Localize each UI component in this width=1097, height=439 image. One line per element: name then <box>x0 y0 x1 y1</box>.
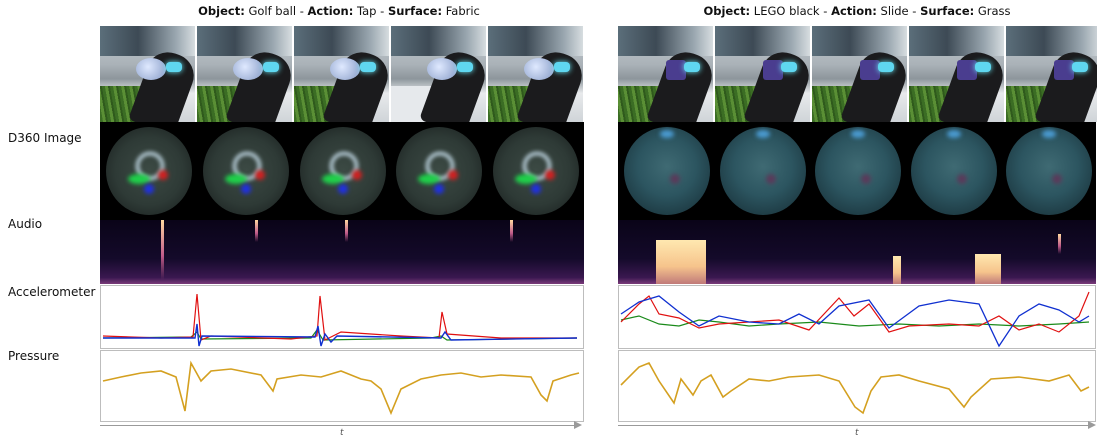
left-time-axis-label: t <box>340 428 344 438</box>
right-photo-5 <box>1006 26 1097 122</box>
left-pressure-plot <box>100 350 584 422</box>
left-action-value: Tap - <box>353 4 388 18</box>
left-pressure-series <box>102 360 580 416</box>
left-surface-key: Surface: <box>387 4 443 18</box>
left-tactile-3 <box>294 122 391 220</box>
left-action-key: Action: <box>307 4 354 18</box>
right-photo-strip <box>618 26 1097 122</box>
left-photo-1 <box>100 26 195 122</box>
left-time-axis <box>100 425 574 426</box>
left-object-key: Object: <box>198 4 245 18</box>
left-tactile-4 <box>390 122 487 220</box>
left-audio-spectrogram <box>100 220 584 284</box>
left-acc-blue-series <box>103 323 578 347</box>
right-audio-spectrogram <box>618 220 1096 284</box>
left-time-axis-arrow <box>574 421 582 429</box>
right-acc-blue-series <box>620 295 1090 348</box>
right-acc-red-series <box>620 291 1090 333</box>
left-accelerometer-plot <box>100 285 584 349</box>
left-object-value: Golf ball - <box>244 4 308 18</box>
left-pressure-svg <box>102 360 580 416</box>
left-photo-5 <box>488 26 583 122</box>
right-accelerometer-plot <box>618 285 1096 349</box>
left-photo-4 <box>391 26 486 122</box>
right-action-value: Slide - <box>876 4 921 18</box>
right-object-value: LEGO black - <box>750 4 832 18</box>
right-pressure-plot <box>618 350 1096 422</box>
right-tactile-4 <box>905 122 1001 220</box>
right-time-axis-arrow <box>1088 421 1096 429</box>
row-label-d360: D360 Image <box>8 131 82 145</box>
left-surface-value: Fabric <box>442 4 480 18</box>
left-accelerometer-svg <box>102 293 578 347</box>
left-photo-strip <box>100 26 583 122</box>
right-tactile-strip <box>618 122 1096 220</box>
right-surface-value: Grass <box>974 4 1011 18</box>
right-photo-3 <box>812 26 907 122</box>
right-photo-4 <box>909 26 1004 122</box>
right-pressure-series <box>620 361 1090 415</box>
right-time-axis <box>618 425 1088 426</box>
right-tactile-5 <box>1000 122 1096 220</box>
row-label-accelerometer: Accelerometer <box>8 285 96 299</box>
right-object-key: Object: <box>703 4 751 18</box>
right-time-axis-label: t <box>855 428 859 438</box>
right-tactile-1 <box>618 122 714 220</box>
left-photo-2 <box>197 26 292 122</box>
right-photo-1 <box>618 26 713 122</box>
left-tactile-strip <box>100 122 584 220</box>
right-tactile-2 <box>714 122 810 220</box>
left-photo-3 <box>294 26 389 122</box>
left-panel-title: Object: Golf ball - Action: Tap - Surfac… <box>100 4 578 18</box>
left-tactile-1 <box>100 122 197 220</box>
right-action-key: Action: <box>831 4 877 18</box>
row-label-pressure: Pressure <box>8 349 60 363</box>
right-surface-key: Surface: <box>920 4 975 18</box>
right-panel-title: Object: LEGO black - Action: Slide - Sur… <box>618 4 1096 18</box>
left-tactile-5 <box>487 122 584 220</box>
right-pressure-svg <box>620 361 1090 415</box>
right-photo-2 <box>715 26 810 122</box>
left-tactile-2 <box>197 122 294 220</box>
right-tactile-3 <box>809 122 905 220</box>
right-acc-green-series <box>620 315 1090 327</box>
right-accelerometer-svg <box>620 291 1090 348</box>
row-label-audio: Audio <box>8 217 43 231</box>
left-acc-red-series <box>102 293 577 341</box>
